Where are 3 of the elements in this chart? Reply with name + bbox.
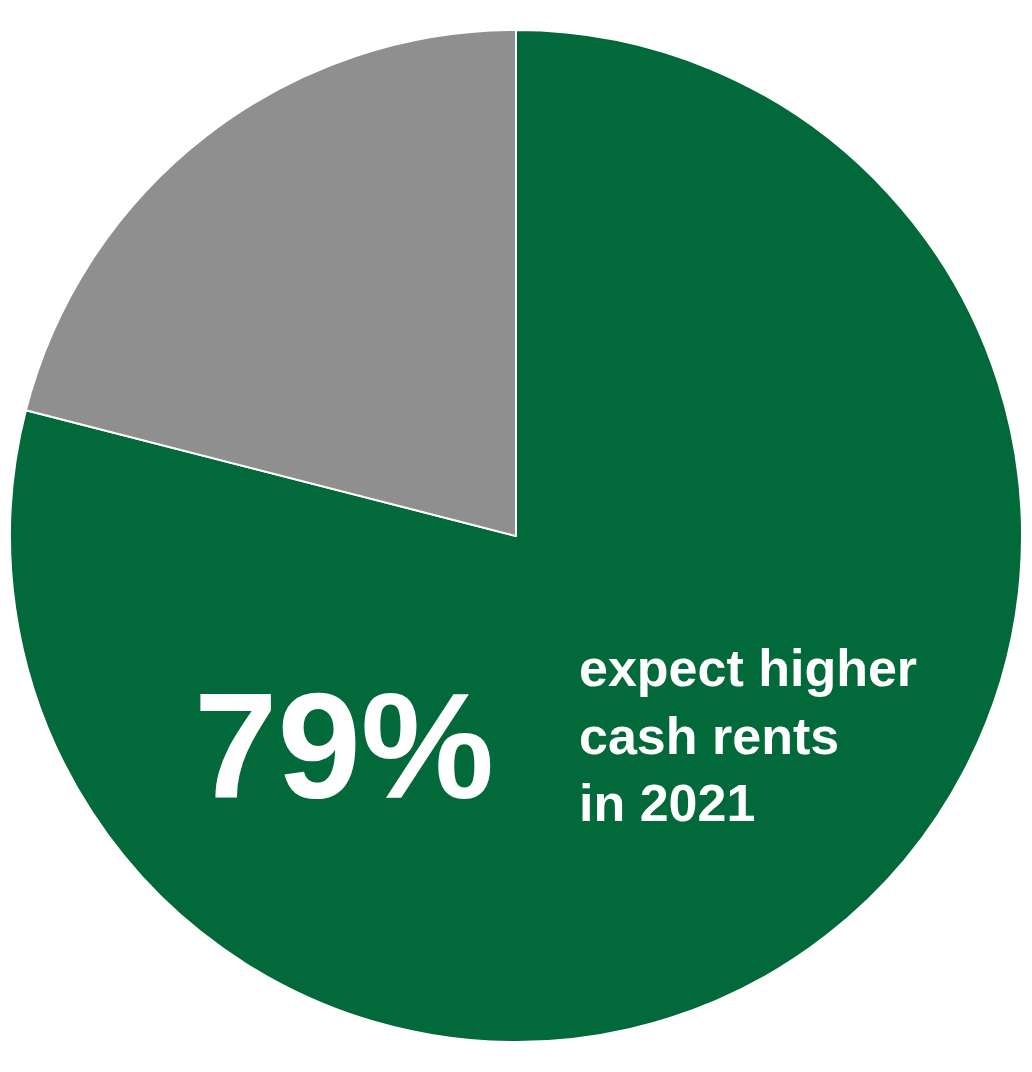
- data-label: 79%: [194, 662, 495, 830]
- pie-slice: [9, 29, 1023, 1043]
- slice-label: expect higher cash rents in 2021: [579, 639, 918, 833]
